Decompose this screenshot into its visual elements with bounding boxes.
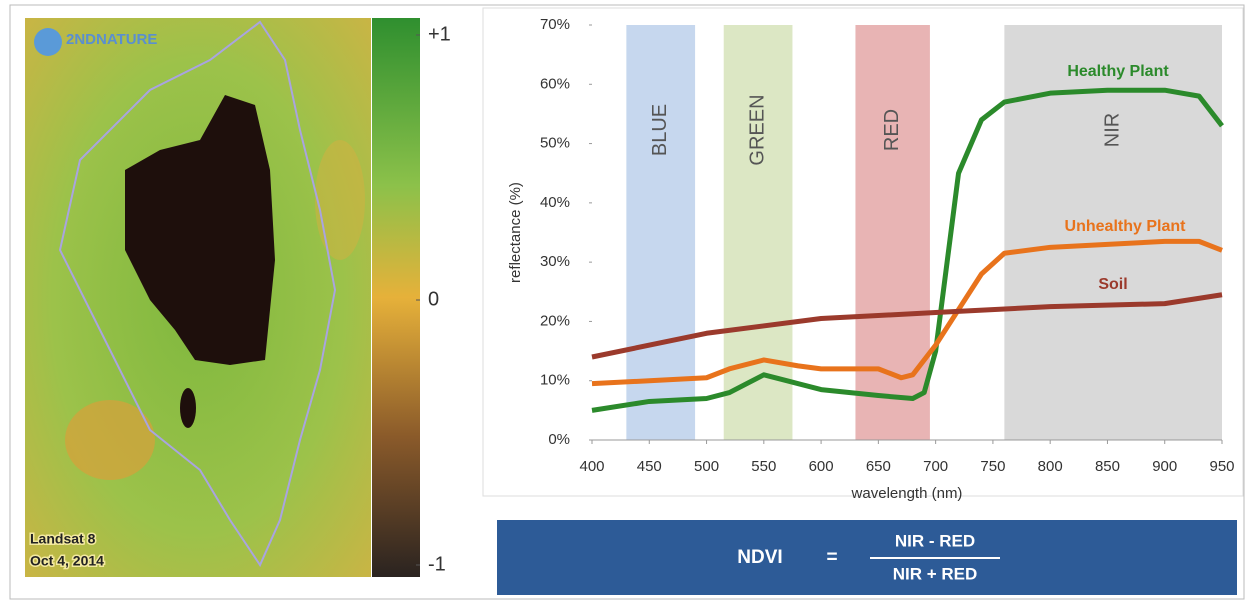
y-tick-label: 70% — [540, 16, 570, 33]
caption: Oct 4, 2014 — [30, 553, 104, 569]
formula-background — [497, 520, 1237, 595]
x-tick-label: 500 — [694, 458, 719, 475]
satellite-image: 2NDNATURE Landsat 8 Oct 4, 2014 — [25, 18, 371, 577]
band — [723, 25, 793, 440]
colorbar-tick-label: 0 — [428, 288, 439, 310]
series-label: Unhealthy Plant — [1065, 218, 1187, 235]
logo: 2NDNATURE — [66, 31, 157, 48]
band-label: RED — [881, 109, 903, 151]
small-lake — [180, 388, 196, 428]
x-tick-label: 950 — [1209, 458, 1234, 475]
caption: Landsat 8 — [30, 531, 96, 547]
colorbar-tick-label: +1 — [428, 23, 451, 45]
y-tick-label: 0% — [548, 431, 570, 448]
y-tick-label: 60% — [540, 75, 570, 92]
x-tick-label: 400 — [579, 458, 604, 475]
band-label: GREEN — [746, 94, 768, 165]
formula-box: NDVI = NIR - RED NIR + RED — [497, 520, 1237, 595]
chart: BLUE GREEN RED NIR 0% 10% 20% 30% 40% 50% 60% 70% 40… — [507, 16, 1235, 502]
formula-denominator: NIR + RED — [893, 564, 978, 583]
x-tick-label: 650 — [866, 458, 891, 475]
logo-icon — [34, 28, 62, 56]
series-label: Healthy Plant — [1067, 63, 1169, 80]
series-label: Soil — [1098, 276, 1127, 293]
formula-numerator: NIR - RED — [895, 531, 975, 550]
dry-area — [65, 400, 155, 480]
x-tick-label: 450 — [637, 458, 662, 475]
formula-equals: = — [826, 547, 837, 568]
y-axis-title: reflectance (%) — [507, 182, 524, 283]
series-line — [591, 238, 1223, 387]
band-label: BLUE — [649, 104, 671, 156]
y-tick-label: 30% — [540, 253, 570, 270]
frame — [9, 4, 1245, 600]
y-tick-label: 20% — [540, 312, 570, 329]
band — [855, 25, 930, 440]
x-tick-label: 850 — [1095, 458, 1120, 475]
x-tick-label: 750 — [980, 458, 1005, 475]
y-tick-label: 10% — [540, 372, 570, 389]
colorbar-ticks: +1 0 -1 — [416, 23, 451, 575]
x-tick-label: 700 — [923, 458, 948, 475]
x-tick-label: 800 — [1038, 458, 1063, 475]
x-axis-title: wavelength (nm) — [851, 485, 963, 502]
x-tick-label: 600 — [809, 458, 834, 475]
x-tick-label: 550 — [751, 458, 776, 475]
series-line — [591, 292, 1223, 360]
band-label: NIR — [1101, 113, 1123, 147]
dry-area — [315, 140, 365, 260]
lake — [125, 95, 275, 365]
y-tick-label: 40% — [540, 194, 570, 211]
y-tick-label: 50% — [540, 135, 570, 152]
x-tick-label: 900 — [1152, 458, 1177, 475]
formula-lhs: NDVI — [737, 547, 782, 568]
colorbar-tick-label: -1 — [428, 553, 446, 575]
band — [626, 25, 696, 440]
watershed-boundary — [58, 20, 337, 568]
colorbar — [372, 18, 420, 577]
series-line — [591, 87, 1224, 413]
